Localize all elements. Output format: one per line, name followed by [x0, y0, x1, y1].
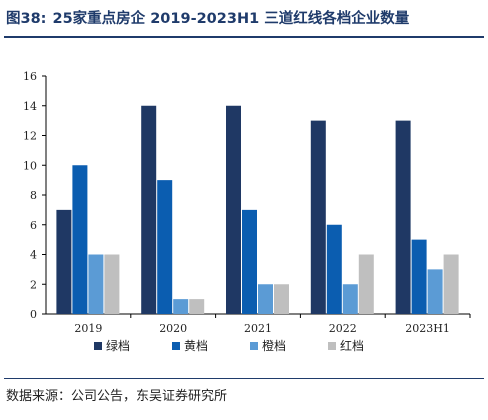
legend-label: 橙档	[262, 338, 286, 353]
y-tick-label: 10	[23, 159, 37, 172]
figure-number: 图38:	[6, 11, 47, 27]
legend-swatch	[250, 342, 258, 350]
bar	[443, 254, 459, 314]
y-tick-label: 8	[30, 189, 37, 202]
y-tick-label: 0	[30, 308, 37, 321]
bar	[88, 254, 104, 314]
legend-label: 黄档	[184, 339, 208, 353]
bar	[411, 239, 427, 314]
bar	[358, 254, 374, 314]
y-tick-label: 4	[30, 249, 37, 262]
source-note: 数据来源：公司公告，东吴证券研究所	[6, 389, 228, 404]
bar	[274, 284, 289, 314]
x-tick-label: 2019	[74, 322, 102, 335]
bar	[226, 105, 241, 314]
bar	[326, 224, 342, 314]
bar	[242, 209, 257, 314]
bar	[56, 209, 72, 314]
legend-swatch	[172, 342, 180, 350]
bar	[427, 269, 443, 314]
bar	[104, 254, 120, 314]
source-divider	[4, 378, 484, 379]
y-tick-label: 2	[30, 278, 37, 291]
bar	[189, 299, 205, 314]
x-tick-label: 2023H1	[405, 322, 450, 335]
y-tick-label: 14	[23, 100, 37, 113]
x-tick-label: 2022	[329, 322, 357, 335]
bar	[173, 299, 189, 314]
bar	[72, 165, 88, 314]
bar	[395, 120, 411, 314]
bar	[342, 284, 358, 314]
legend-swatch	[94, 342, 102, 350]
x-tick-label: 2020	[159, 322, 187, 335]
figure-title: 图38: 25家重点房企 2019-2023H1 三道红线各档企业数量	[6, 6, 482, 32]
bar	[141, 105, 157, 314]
legend-swatch	[328, 342, 336, 350]
legend-label: 红档	[340, 338, 364, 353]
legend-label: 绿档	[106, 338, 130, 353]
bar-chart: 0 2 4 6 8 10 12 14 16 2019 2020 2021 2022 2023H1 绿档 黄档 橙…	[23, 70, 471, 353]
figure-title-text: 25家重点房企 2019-2023H1 三道红线各档企业数量	[52, 11, 410, 27]
y-tick-label: 12	[23, 130, 37, 143]
x-tick-label: 2021	[244, 322, 272, 335]
y-tick-label: 16	[23, 70, 37, 83]
bar	[258, 284, 273, 314]
bar	[157, 180, 173, 314]
bar	[310, 120, 326, 314]
title-divider	[4, 36, 484, 38]
y-tick-label: 6	[30, 219, 37, 232]
